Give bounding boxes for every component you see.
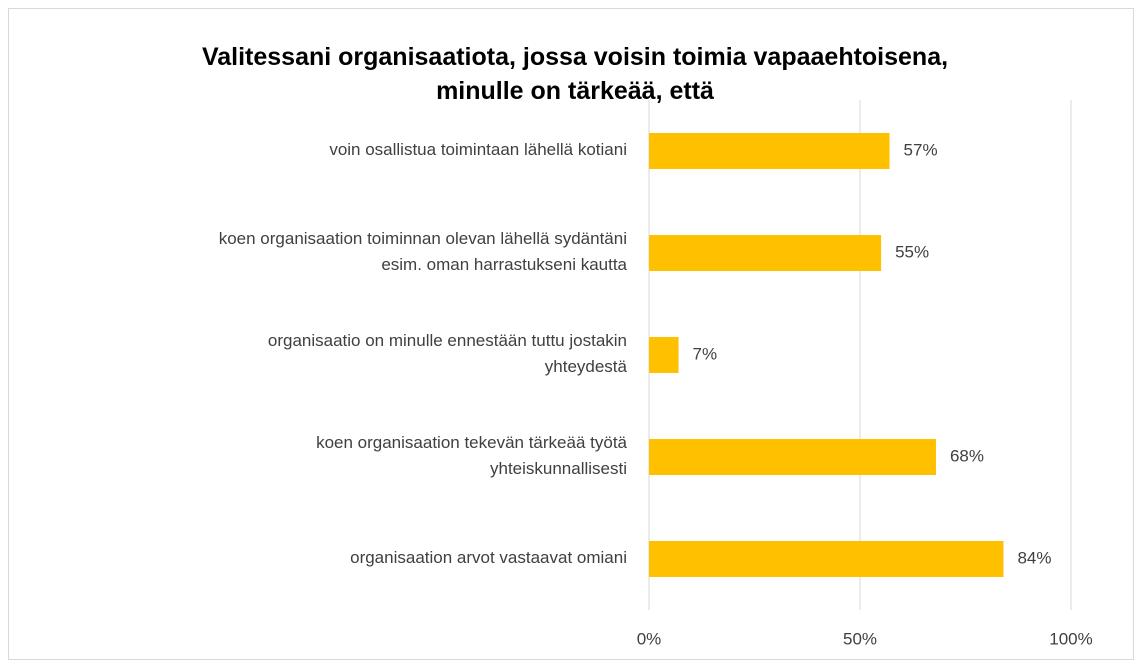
y-tick-label: koen organisaation toiminnan olevan lähe… [219, 229, 628, 274]
data-label: 55% [895, 242, 929, 261]
bar [649, 133, 890, 169]
y-tick-label: organisaatio on minulle ennestään tuttu … [268, 331, 628, 376]
x-tick-label: 0% [637, 629, 662, 648]
bar [649, 541, 1004, 577]
data-label: 84% [1017, 548, 1051, 567]
bar [649, 439, 936, 475]
data-label: 57% [904, 140, 938, 159]
x-tick-label: 50% [843, 629, 877, 648]
bar [649, 337, 679, 373]
data-label: 7% [693, 344, 718, 363]
chart-title: Valitessani organisaatiota, jossa voisin… [202, 43, 948, 105]
y-tick-label: koen organisaation tekevän tärkeää työtä… [316, 433, 627, 478]
data-label: 68% [950, 446, 984, 465]
bar [649, 235, 882, 271]
y-tick-label: organisaation arvot vastaavat omiani [350, 548, 627, 567]
x-tick-label: 100% [1049, 629, 1092, 648]
y-tick-label: voin osallistua toimintaan lähellä kotia… [329, 140, 627, 159]
